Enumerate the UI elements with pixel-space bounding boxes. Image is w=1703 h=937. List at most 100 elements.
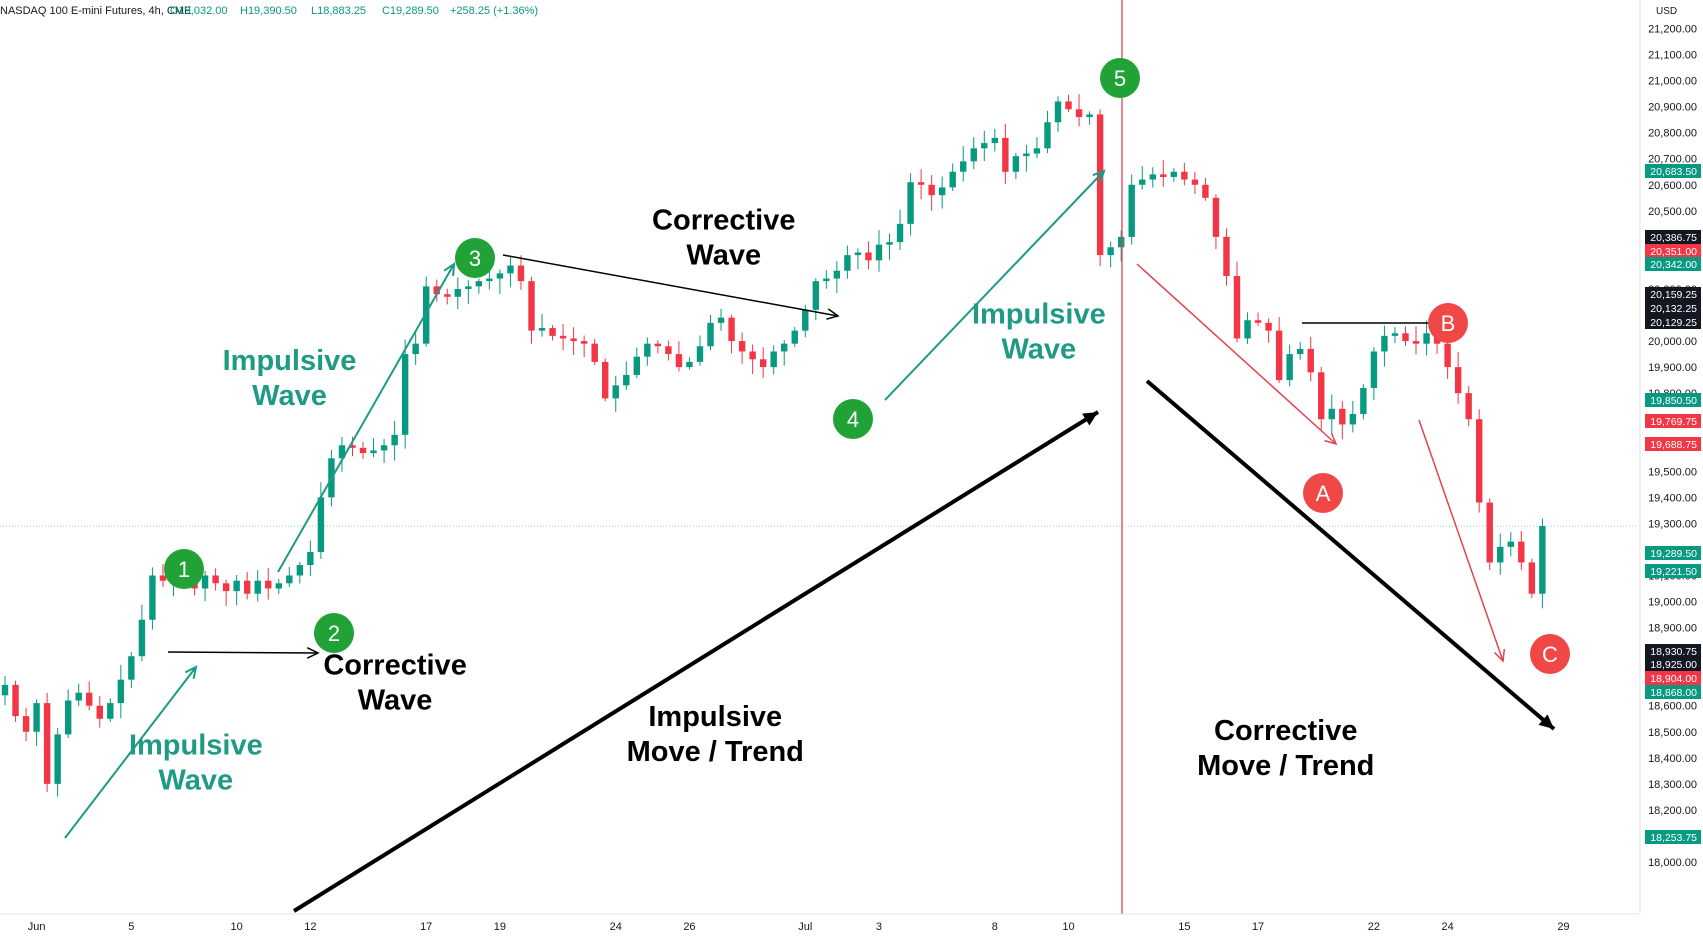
candle [812,278,820,321]
candle [96,695,103,728]
impulsive-wave-3-arrow-shaft [277,263,455,573]
x-tick-label: 12 [304,921,316,933]
candle-body [1486,502,1493,563]
candle-body [1254,320,1262,323]
candle [1160,160,1167,187]
candle-body [117,679,125,704]
ohlc-close: C19,289.50 [382,5,439,17]
candle [654,340,662,354]
candle [665,340,672,361]
candle [1412,326,1420,355]
corrective-wave-4-arrow [502,254,840,320]
candle-body [896,223,904,243]
price-tag: 20,386.75 [1645,230,1701,244]
candle-body [644,343,651,357]
candle [454,277,461,309]
wave-c-arrow-shaft [1418,419,1504,662]
price-tag: 19,221.50 [1645,564,1701,578]
candle-body [570,338,577,342]
candle-body [1265,322,1272,331]
candle [1454,351,1462,404]
candle-body [981,143,988,149]
candle [391,421,398,461]
candle [1339,401,1346,440]
wave-annotation-1: Impulsive Wave [223,345,357,412]
candle-body [159,575,167,581]
candle-body [265,580,272,589]
y-tick-label: 20,700.00 [1648,154,1697,166]
wave-annotation-5: Impulsive Move / Trend [627,701,804,768]
x-tick-label: 10 [231,921,243,933]
candle-body [444,294,451,297]
impulsive-wave-5-arrow [884,169,1106,401]
candle [854,248,862,270]
candle [1012,152,1020,180]
annotation-line: Impulsive [129,729,263,761]
candle [960,146,967,182]
y-tick-label: 20,500.00 [1648,206,1697,218]
candle-body [1212,197,1220,237]
price-tag-box [1645,315,1701,329]
wave-badge-label: 1 [178,557,190,582]
candle-body [1370,351,1378,388]
wave-badge-label: 4 [847,407,859,432]
candle-body [391,434,398,446]
x-tick-label: 17 [1252,921,1264,933]
x-tick-label: 15 [1178,921,1190,933]
candle-body [1,684,9,696]
candle-body [1381,335,1388,352]
candle [970,137,977,170]
candle-body [938,187,946,196]
candle-body [486,278,493,282]
candle [833,261,841,293]
candle [275,578,282,595]
x-tick-label: 24 [1441,921,1453,933]
candle [149,567,156,630]
x-tick-label: 22 [1368,921,1380,933]
candle-body [1002,137,1009,172]
candle [75,683,82,707]
candle [1423,320,1430,356]
price-tag-box [1645,393,1701,407]
candle-body [286,575,293,584]
candle [791,326,798,348]
price-tag: 20,351.00 [1645,244,1701,258]
candle [370,438,377,458]
candle [159,564,167,587]
annotation-line: Wave [358,685,433,717]
candle [12,680,19,722]
candle-body [1096,114,1104,256]
candle [444,288,451,305]
price-tag-box [1645,414,1701,428]
candle-body [86,692,93,706]
candle-body [243,580,251,594]
candle-body [759,359,767,368]
candle-body [1244,320,1251,339]
candle [938,176,946,209]
x-tick-label: 8 [992,921,998,933]
candle-body [1402,333,1409,342]
candle [1044,110,1051,154]
candle-body [201,575,209,589]
wave-badge-circle [314,613,354,653]
price-tag: 18,904.00 [1645,671,1701,685]
corrective-wave-2-arrow [167,647,320,659]
wave-badge-2: 2 [314,613,354,653]
candle-body [1391,333,1399,336]
price-tag-box [1645,830,1701,844]
price-tag: 20,683.50 [1645,164,1701,178]
candle-body [612,385,619,399]
candle-body [991,137,999,144]
candle-body [1033,148,1041,154]
candle [1233,261,1241,343]
y-tick-label: 20,600.00 [1648,180,1697,192]
wave-badge-label: 5 [1114,66,1126,91]
candle [359,441,367,459]
annotation-line: Corrective [652,205,795,237]
y-tick-label: 19,900.00 [1648,362,1697,374]
candle [1286,344,1293,387]
candle [64,689,72,738]
wave-annotation-3: Corrective Wave [323,650,466,717]
candle [128,652,135,689]
